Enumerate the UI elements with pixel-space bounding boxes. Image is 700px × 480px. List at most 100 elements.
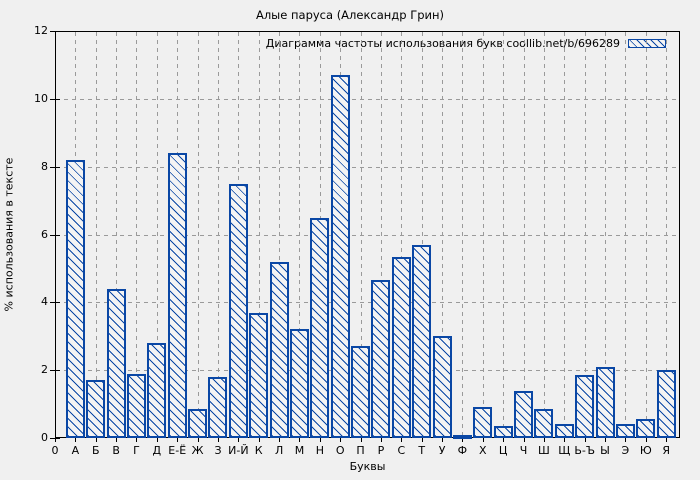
v-gridline [605, 32, 607, 437]
v-gridline [482, 32, 484, 437]
v-gridline [197, 32, 199, 437]
v-gridline [421, 32, 423, 437]
x-tick-mark [564, 438, 566, 442]
x-tick-label: Г [133, 444, 140, 457]
x-tick-mark [442, 438, 444, 442]
x-tick-mark [319, 438, 321, 442]
bar-Л [269, 261, 289, 438]
bar-Е-Ё [167, 153, 187, 438]
v-gridline [136, 32, 138, 437]
x-tick-label: Ф [457, 444, 468, 457]
x-tick-label: Д [152, 444, 162, 457]
v-gridline [258, 32, 260, 437]
bar-Р [371, 280, 391, 438]
bar-З [208, 376, 228, 438]
v-gridline [116, 32, 118, 437]
bar-Х [473, 407, 493, 438]
v-gridline [584, 32, 586, 437]
bar-Ч [514, 390, 534, 438]
x-tick-mark [95, 438, 97, 442]
x-tick-mark [543, 438, 545, 442]
x-tick-label: У [438, 444, 446, 457]
legend-swatch [628, 39, 666, 48]
bar-Ю [636, 419, 656, 438]
bar-А [65, 159, 85, 438]
x-tick-mark [340, 438, 342, 442]
y-tick-mark [50, 234, 55, 236]
bar-М [289, 329, 309, 438]
x-tick-label: Б [91, 444, 100, 457]
bar-К [249, 312, 269, 438]
x-tick-label: П [356, 444, 365, 457]
y-tick-mark-inner [56, 438, 60, 439]
x-tick-mark [380, 438, 382, 442]
x-tick-label: Ы [600, 444, 610, 457]
v-gridline [564, 32, 566, 437]
bar-У [432, 336, 452, 438]
bar-Д [147, 343, 167, 438]
x-tick-label: Р [377, 444, 385, 457]
y-tick-mark-inner [56, 31, 60, 32]
bar-Б [86, 380, 106, 438]
x-tick-label: Т [418, 444, 426, 457]
v-gridline [442, 32, 444, 437]
chart-title: Алые паруса (Александр Грин) [255, 8, 445, 22]
v-gridline [401, 32, 403, 437]
v-gridline [299, 32, 301, 437]
y-tick-mark [50, 370, 55, 372]
bar-Ж [188, 409, 208, 438]
y-tick-mark [50, 98, 55, 100]
v-gridline [380, 32, 382, 437]
v-gridline [156, 32, 158, 437]
x-tick-mark [360, 438, 362, 442]
h-gridline [56, 234, 679, 236]
bar-Н [310, 217, 330, 438]
x-tick-mark [645, 438, 647, 442]
bar-Ш [534, 409, 554, 438]
y-tick-label: 6 [41, 227, 48, 241]
x-tick-mark [156, 438, 158, 442]
x-tick-label: А [71, 444, 80, 457]
y-tick-label: 2 [41, 363, 48, 377]
v-gridline [95, 32, 97, 437]
bar-Ц [493, 426, 513, 438]
y-tick-mark [50, 31, 55, 32]
x-tick-mark [75, 438, 77, 442]
bar-П [351, 346, 371, 438]
y-axis-label: % использования в тексте [2, 157, 16, 312]
x-tick-mark [258, 438, 260, 442]
v-gridline [217, 32, 219, 437]
x-origin-label: 0 [51, 444, 59, 457]
x-tick-label: Х [479, 444, 487, 457]
x-tick-label: Н [315, 444, 324, 457]
h-gridline [56, 166, 679, 168]
x-tick-mark [401, 438, 403, 442]
x-tick-label: Ь-Ъ [574, 444, 595, 457]
bar-Г [126, 373, 146, 438]
x-tick-label: С [397, 444, 406, 457]
x-tick-label: Ш [538, 444, 550, 457]
x-tick-mark [462, 438, 464, 442]
y-tick-mark-inner [56, 370, 60, 372]
x-tick-label: Л [274, 444, 284, 457]
bar-Ф [452, 434, 472, 439]
bar-С [391, 256, 411, 438]
bar-В [106, 288, 126, 438]
x-tick-mark [217, 438, 219, 442]
x-tick-label: Э [621, 444, 630, 457]
y-tick-mark-inner [56, 234, 60, 236]
x-tick-mark [55, 438, 56, 442]
x-tick-label: М [294, 444, 305, 457]
x-tick-mark [503, 438, 505, 442]
x-tick-label: Ч [519, 444, 528, 457]
y-tick-mark-inner [56, 166, 60, 168]
x-tick-label: К [254, 444, 263, 457]
x-tick-label: Я [662, 444, 670, 457]
x-tick-mark [279, 438, 281, 442]
x-tick-mark [136, 438, 138, 442]
x-tick-label: Ю [639, 444, 652, 457]
h-gridline [56, 98, 679, 100]
x-tick-mark [625, 438, 627, 442]
y-tick-mark [50, 166, 55, 168]
v-gridline [503, 32, 505, 437]
